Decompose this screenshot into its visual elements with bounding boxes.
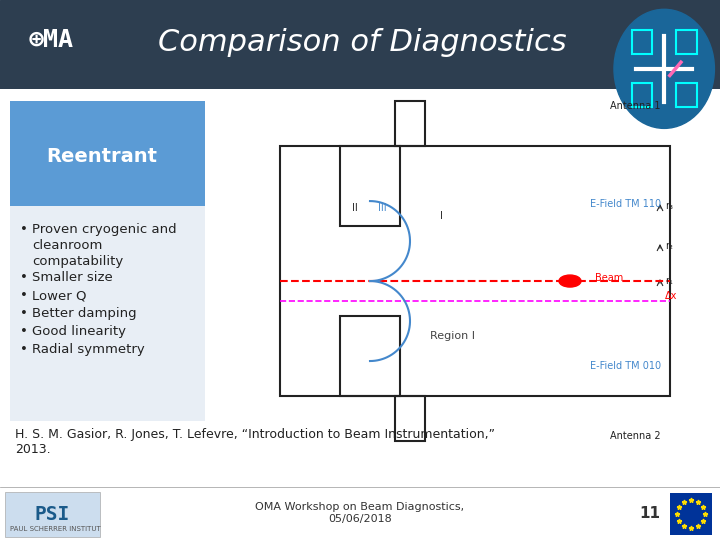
Text: Antenna 1: Antenna 1 xyxy=(610,101,660,111)
Bar xyxy=(340,146,400,226)
Text: Radial symmetry: Radial symmetry xyxy=(32,343,145,356)
Text: E-Field TM 010: E-Field TM 010 xyxy=(590,361,661,371)
Text: Region I: Region I xyxy=(430,331,475,341)
Text: E-Field TM 110: E-Field TM 110 xyxy=(590,199,661,209)
Text: PSI: PSI xyxy=(35,505,70,524)
Text: Lower Q: Lower Q xyxy=(32,289,86,302)
Text: Δx: Δx xyxy=(665,291,678,301)
Text: r₁: r₁ xyxy=(665,276,673,286)
Text: I: I xyxy=(440,211,443,221)
Text: Comparison of Diagnostics: Comparison of Diagnostics xyxy=(158,28,567,57)
Text: OMA Workshop on Beam Diagnostics,
05/06/2018: OMA Workshop on Beam Diagnostics, 05/06/… xyxy=(256,502,464,524)
Bar xyxy=(395,396,425,441)
Text: ⊕MA: ⊕MA xyxy=(29,28,73,52)
Text: •: • xyxy=(20,343,28,356)
Bar xyxy=(670,493,712,535)
Text: II: II xyxy=(352,203,358,213)
Text: r₃: r₃ xyxy=(665,201,673,211)
Bar xyxy=(677,83,696,107)
Ellipse shape xyxy=(559,275,581,287)
Text: H. S. M. Gasior, R. Jones, T. Lefevre, “Introduction to Beam Instrumentation,”
2: H. S. M. Gasior, R. Jones, T. Lefevre, “… xyxy=(15,428,495,456)
Text: compatability: compatability xyxy=(32,255,123,268)
Bar xyxy=(5,492,100,537)
FancyBboxPatch shape xyxy=(10,206,205,421)
Bar xyxy=(632,30,652,55)
Text: •: • xyxy=(20,307,28,320)
Text: Good linearity: Good linearity xyxy=(32,325,126,338)
Bar xyxy=(340,316,400,396)
Text: Beam: Beam xyxy=(595,273,624,283)
Text: III: III xyxy=(378,203,387,213)
Bar xyxy=(395,101,425,146)
Text: Antenna 2: Antenna 2 xyxy=(610,431,661,441)
Bar xyxy=(632,83,652,107)
Text: •: • xyxy=(20,223,28,236)
Text: Better damping: Better damping xyxy=(32,307,137,320)
Circle shape xyxy=(614,9,714,129)
FancyBboxPatch shape xyxy=(10,101,205,206)
Text: r₂: r₂ xyxy=(665,241,673,251)
Text: cleanroom: cleanroom xyxy=(32,239,102,252)
Text: •: • xyxy=(20,325,28,338)
Bar xyxy=(280,146,670,396)
Bar xyxy=(677,30,696,55)
Text: Reentrant: Reentrant xyxy=(47,146,158,166)
Text: PAUL SCHERRER INSTITUT: PAUL SCHERRER INSTITUT xyxy=(10,526,101,532)
Text: Proven cryogenic and: Proven cryogenic and xyxy=(32,223,176,236)
Text: 11: 11 xyxy=(639,505,660,521)
Text: Smaller size: Smaller size xyxy=(32,271,113,284)
Text: •: • xyxy=(20,289,28,302)
Text: •: • xyxy=(20,271,28,284)
